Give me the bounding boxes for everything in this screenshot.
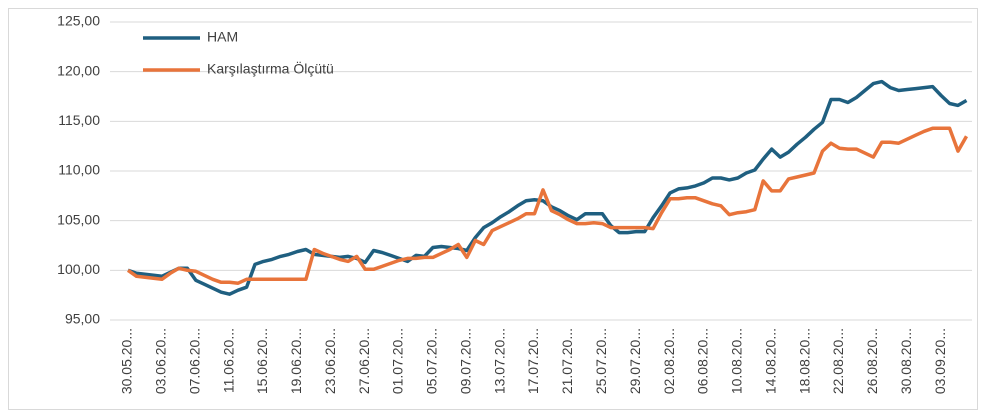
x-tick-label: 30.05.20... bbox=[119, 328, 135, 394]
x-tick-label: 26.08.20... bbox=[864, 328, 880, 394]
y-tick-label: 105,00 bbox=[57, 211, 100, 227]
x-tick-label: 15.06.20... bbox=[254, 328, 270, 394]
series-line bbox=[126, 126, 969, 285]
x-tick-label: 21.07.20... bbox=[559, 328, 575, 394]
x-tick-label: 09.07.20... bbox=[457, 328, 473, 394]
y-tick-label: 110,00 bbox=[58, 162, 100, 178]
x-tick-label: 10.08.20... bbox=[729, 328, 745, 394]
x-tick-label: 27.06.20... bbox=[356, 328, 372, 394]
x-tick-label: 06.08.20... bbox=[695, 328, 711, 394]
y-tick-label: 115,00 bbox=[58, 112, 100, 128]
x-tick-label: 03.06.20... bbox=[153, 328, 169, 394]
x-tick-label: 01.07.20... bbox=[390, 328, 406, 394]
x-tick-label: 03.09.20... bbox=[932, 328, 948, 394]
x-tick-label: 17.07.20... bbox=[525, 328, 541, 394]
x-tick-label: 02.08.20... bbox=[661, 328, 677, 394]
x-tick-label: 29.07.20... bbox=[627, 328, 643, 394]
x-tick-label: 14.08.20... bbox=[762, 328, 778, 394]
x-tick-label: 05.07.20... bbox=[424, 328, 440, 394]
legend-label: Karşılaştırma Ölçütü bbox=[207, 60, 334, 77]
x-tick-label: 07.06.20... bbox=[186, 328, 202, 394]
y-tick-label: 95,00 bbox=[65, 311, 100, 327]
y-tick-label: 100,00 bbox=[57, 261, 100, 277]
chart-border bbox=[8, 8, 978, 410]
x-tick-label: 25.07.20... bbox=[593, 328, 609, 394]
x-tick-label: 18.08.20... bbox=[796, 328, 812, 394]
y-tick-label: 125,00 bbox=[57, 13, 100, 29]
x-tick-label: 13.07.20... bbox=[491, 328, 507, 394]
y-tick-label: 120,00 bbox=[57, 62, 100, 78]
x-tick-label: 22.08.20... bbox=[830, 328, 846, 394]
x-tick-label: 30.08.20... bbox=[898, 328, 914, 394]
x-tick-label: 11.06.20... bbox=[220, 328, 236, 393]
x-tick-label: 19.06.20... bbox=[288, 328, 304, 394]
x-tick-label: 23.06.20... bbox=[322, 328, 338, 394]
legend-label: HAM bbox=[207, 29, 238, 45]
